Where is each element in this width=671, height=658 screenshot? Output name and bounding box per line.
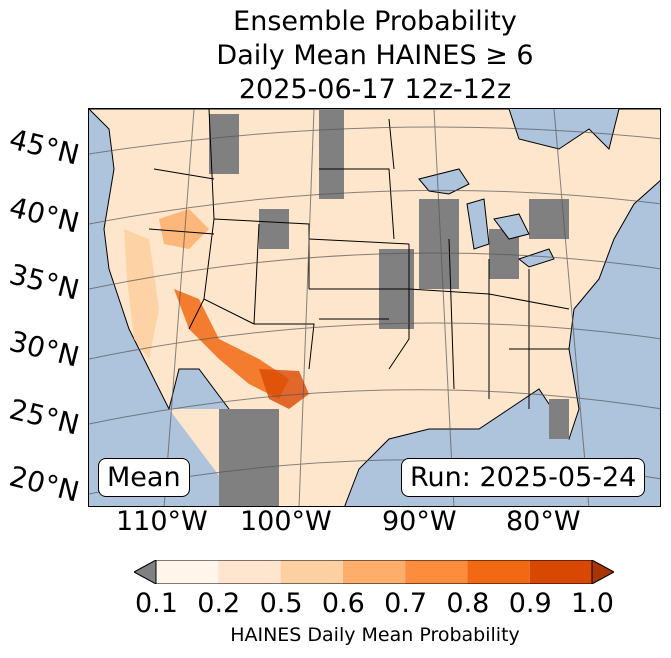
title-line-1: Ensemble Probability [233, 6, 517, 37]
colorbar-tick-label: 0.6 [321, 588, 365, 619]
colorbar-tick-label: 0.7 [384, 588, 428, 619]
colorbar-tick-label: 1.0 [571, 588, 614, 619]
lon-label-90: 90°W [382, 506, 457, 537]
lat-label-45: 45°N [6, 122, 83, 172]
gray-patch-2 [319, 109, 344, 199]
state-borders [148, 109, 570, 409]
lat-label-20: 20°N [6, 459, 83, 509]
colorbar-tick-label: 0.5 [259, 588, 303, 619]
lon-label-110: 110°W [116, 506, 208, 537]
lat-label-30: 30°N [6, 324, 83, 374]
colorbar-cell [280, 560, 343, 584]
colorbar-label: HAINES Daily Mean Probability [230, 624, 520, 646]
colorbar-over-arrow [591, 560, 614, 584]
prob-patch-nevada [159, 209, 209, 249]
colorbar-tick-label: 0.9 [508, 588, 552, 619]
lon-label-100: 100°W [240, 506, 332, 537]
gray-patch-8 [259, 209, 289, 249]
lat-label-40: 40°N [6, 190, 83, 240]
title-line-2: Daily Mean HAINES ≥ 6 [216, 40, 534, 71]
colorbar-tick-label: 0.8 [446, 588, 490, 619]
mean-label-box: Mean [98, 458, 190, 497]
colorbar-tick-label: 0.2 [197, 588, 241, 619]
map-canvas [89, 109, 660, 506]
colorbar-cell [405, 560, 468, 584]
lon-label-80: 80°W [506, 506, 581, 537]
colorbar-cell [529, 560, 592, 584]
colorbar-cell [467, 560, 530, 584]
land-mass [89, 109, 660, 506]
prob-patch-california [124, 229, 159, 359]
great-lakes [418, 168, 555, 268]
lat-label-35: 35°N [6, 257, 83, 307]
colorbar-cell [218, 560, 281, 584]
gray-patch-9 [549, 399, 569, 439]
title-line-3: 2025-06-17 12z-12z [238, 74, 512, 105]
colorbar-cell [342, 560, 406, 584]
gray-patch-5 [529, 199, 569, 239]
colorbar-under-arrow [134, 560, 157, 584]
colorbar [134, 560, 614, 584]
gray-patch-1 [209, 114, 239, 174]
map-panel [88, 108, 661, 507]
colorbar-tick-label: 0.1 [135, 588, 178, 619]
prob-patch-texas [259, 369, 309, 409]
colorbar-cell [156, 560, 219, 584]
gray-patch-6 [219, 409, 279, 506]
run-label-box: Run: 2025-05-24 [401, 458, 646, 497]
lat-label-25: 25°N [6, 392, 83, 442]
